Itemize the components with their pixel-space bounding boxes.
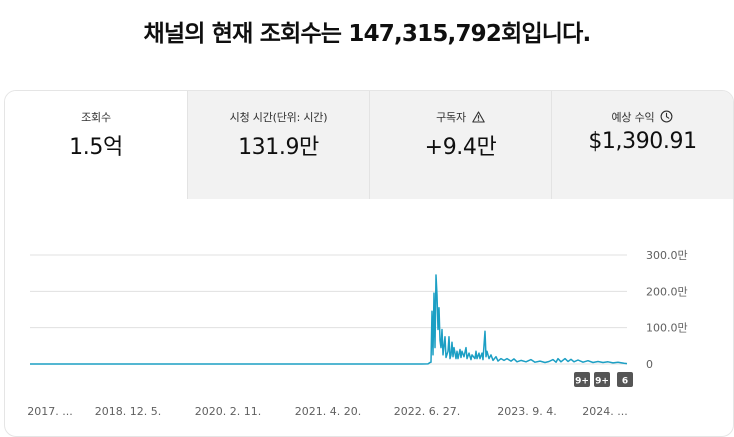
event-badge bbox=[617, 372, 633, 387]
event-badge-label: 9+ bbox=[595, 377, 609, 387]
y-tick-label: 300.0만 bbox=[646, 249, 688, 262]
analytics-card: 조회수 1.5억 시청 시간(단위: 시간) 131.9만 구독자 +9.4만 … bbox=[4, 90, 734, 437]
x-tick-label: 2023. 9. 4. bbox=[497, 405, 556, 418]
tab-views[interactable]: 조회수 1.5억 bbox=[5, 91, 187, 199]
tab-subscribers[interactable]: 구독자 +9.4만 bbox=[369, 91, 551, 199]
y-tick-label: 0 bbox=[646, 358, 653, 371]
tab-watch-time-value: 131.9만 bbox=[238, 135, 319, 160]
y-tick-label: 100.0만 bbox=[646, 322, 688, 335]
clock-icon[interactable] bbox=[660, 110, 673, 126]
tab-subscribers-label: 구독자 bbox=[436, 111, 466, 124]
x-tick-label: 2024. ... bbox=[582, 405, 627, 418]
series-layer bbox=[30, 274, 628, 365]
y-axis-labels: 300.0만 200.0만 100.0만 0 bbox=[646, 249, 688, 371]
tab-subscribers-value: +9.4만 bbox=[424, 135, 497, 160]
x-tick-label: 2018. 12. 5. bbox=[95, 405, 161, 418]
tab-views-label: 조회수 bbox=[81, 111, 111, 124]
warning-triangle-icon[interactable] bbox=[472, 111, 485, 126]
tab-watch-time[interactable]: 시청 시간(단위: 시간) 131.9만 bbox=[187, 91, 369, 199]
x-tick-label: 2017. ... bbox=[27, 405, 72, 418]
y-tick-label: 200.0만 bbox=[646, 285, 688, 298]
tab-revenue-label: 예상 수익 bbox=[611, 111, 655, 124]
x-axis-labels: 2017. ... 2018. 12. 5. 2020. 2. 11. 2021. 4… bbox=[27, 405, 627, 418]
page-title: 채널의 현재 조회수는 147,315,792회입니다. bbox=[143, 21, 592, 47]
tab-estimated-revenue[interactable]: 예상 수익 $1,390.91 bbox=[551, 91, 733, 199]
gridlines bbox=[30, 254, 627, 365]
x-tick-label: 2021. 4. 20. bbox=[295, 405, 361, 418]
event-badge-label: 9+ bbox=[575, 377, 589, 387]
event-badge bbox=[574, 372, 590, 387]
x-tick-label: 2022. 6. 27. bbox=[394, 405, 460, 418]
event-badges: 9+ 9+ 6 bbox=[574, 372, 633, 387]
tab-watch-time-label: 시청 시간(단위: 시간) bbox=[229, 111, 328, 124]
x-tick-label: 2020. 2. 11. bbox=[195, 405, 261, 418]
views-line-chart: 300.0만 200.0만 100.0만 0 2017. ... 2018. 12. 5… bbox=[27, 249, 688, 418]
series-line bbox=[30, 274, 628, 365]
tab-views-value: 1.5억 bbox=[69, 135, 123, 160]
event-badge-label: 6 bbox=[622, 377, 628, 387]
metric-tabs: 조회수 1.5억 시청 시간(단위: 시간) 131.9만 구독자 +9.4만 … bbox=[5, 91, 733, 199]
tab-revenue-value: $1,390.91 bbox=[588, 129, 697, 154]
event-badge bbox=[594, 372, 610, 387]
